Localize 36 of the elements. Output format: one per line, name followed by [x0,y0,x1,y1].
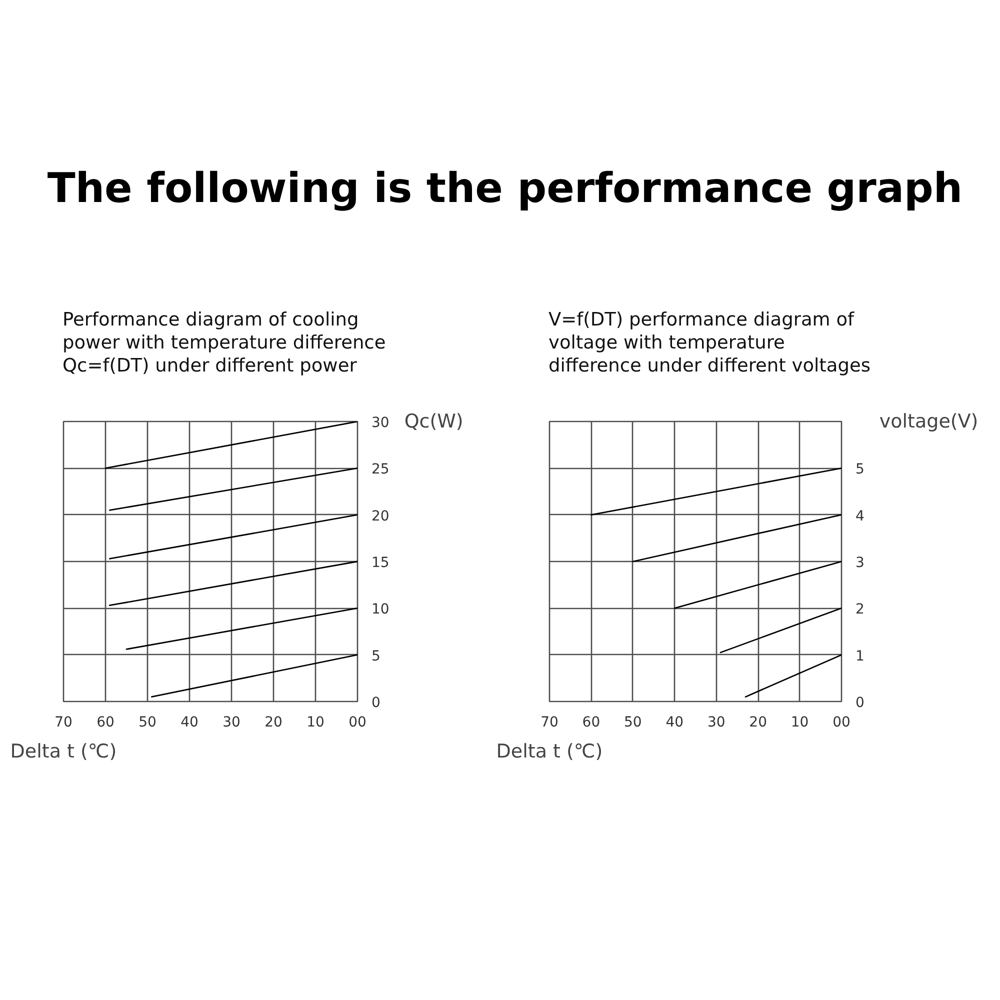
x-tick-label: 00 [348,714,366,730]
y-tick-label: 2 [856,602,864,618]
x-tick-label: 50 [624,714,642,730]
x-axis-title: Delta t (℃) [10,740,117,762]
text: The following is the performance graph [46,163,964,214]
y-tick-label: 3 [856,555,864,571]
y-tick-label: 20 [372,508,390,524]
x-tick-label: 60 [582,714,600,730]
x-tick-label: 10 [790,714,809,730]
x-tick-label: 20 [749,714,767,730]
y-axis-title: Qc(W) [404,410,464,432]
x-tick-label: 30 [222,714,240,730]
x-tick-label: 70 [54,714,72,730]
y-tick-label: 10 [372,602,390,618]
x-tick-label: 40 [666,714,684,730]
y-tick-label: 0 [372,695,380,711]
y-tick-label: 5 [372,648,380,664]
y-tick-label: 30 [372,415,390,431]
x-tick-label: 70 [540,714,558,730]
x-tick-label: 60 [96,714,114,730]
x-tick-label: 50 [138,714,156,730]
x-axis-title: Delta t (℃) [496,740,603,762]
x-tick-label: 30 [707,714,726,730]
y-tick-label: 1 [856,648,864,664]
y-tick-label: 0 [856,695,864,711]
x-tick-label: 10 [306,714,324,730]
x-tick-label: 00 [832,714,850,730]
x-tick-label: 20 [264,714,282,730]
x-tick-label: 40 [180,714,198,730]
y-tick-label: 5 [856,462,864,478]
y-tick-label: 15 [372,555,390,571]
chart-subtitle: Performance diagram of cooling power with temperature difference Qc=f(DT) under different power [62,309,386,376]
y-tick-label: 25 [372,462,390,478]
y-axis-title: voltage(V) [879,410,978,432]
chart-subtitle: V=f(DT) performance diagram of voltage with temperature difference under different voltages [548,309,871,376]
y-tick-label: 4 [856,508,864,524]
